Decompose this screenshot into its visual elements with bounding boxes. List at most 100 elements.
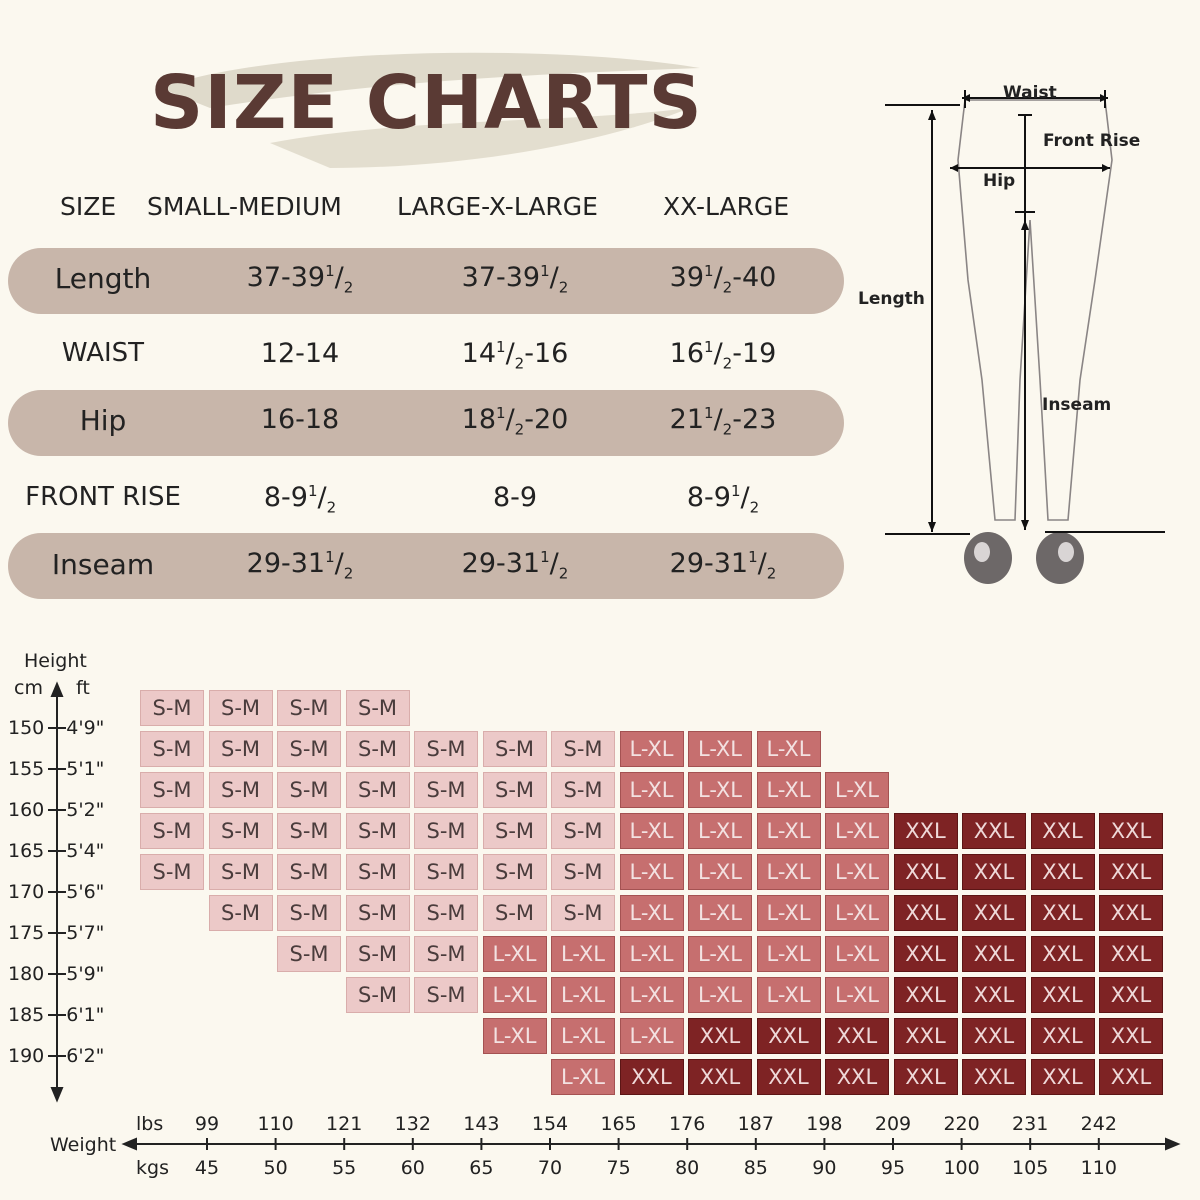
- size-cell-lxl: L-XL: [619, 772, 684, 808]
- weight-kgs-label: 65: [469, 1157, 494, 1179]
- size-cell-lxl: L-XL: [688, 772, 752, 808]
- table-cell: 181/2-20: [461, 404, 569, 439]
- header-large-x-large: LARGE-X-LARGE: [397, 192, 598, 221]
- height-ft: 6'2": [66, 1045, 105, 1067]
- weight-kgs-label: 75: [606, 1157, 631, 1179]
- height-tick-label: 155 5'1": [8, 758, 104, 780]
- size-cell-xxl: XXL: [1099, 854, 1163, 890]
- height-axis-title: Height: [24, 650, 87, 672]
- size-cell-sm: S-M: [414, 854, 478, 890]
- row-label: FRONT RISE: [25, 482, 181, 512]
- size-cell-xxl: XXL: [893, 895, 958, 931]
- size-cell-xxl: XXL: [1030, 936, 1095, 972]
- size-cell-xxl: XXL: [962, 936, 1026, 972]
- table-cell: 29-311/2: [461, 548, 569, 583]
- row-band-hip: [8, 390, 844, 456]
- size-cell-sm: S-M: [277, 731, 341, 767]
- size-cell-xxl: XXL: [1030, 1059, 1095, 1095]
- height-cm: 170: [8, 881, 45, 903]
- size-cell-sm: S-M: [208, 813, 273, 849]
- height-tick-label: 165 5'4": [8, 840, 104, 862]
- size-cell-xxl: XXL: [1099, 1059, 1163, 1095]
- row-label: Length: [54, 262, 152, 295]
- size-cell-sm: S-M: [140, 854, 204, 890]
- table-cell: 29-311/2: [246, 548, 354, 583]
- weight-kgs-label: 50: [263, 1157, 288, 1179]
- height-unit-cm: cm: [14, 677, 43, 699]
- size-cell-xxl: XXL: [893, 1018, 958, 1054]
- weight-unit-kgs: kgs: [136, 1157, 169, 1179]
- size-cell-xxl: XXL: [688, 1018, 752, 1054]
- height-ft: 4'9": [66, 717, 105, 739]
- size-cell-lxl: L-XL: [688, 813, 752, 849]
- leggings-diagram: [885, 90, 1165, 584]
- height-ft: 6'1": [66, 1004, 105, 1026]
- size-cell-lxl: L-XL: [825, 813, 889, 849]
- size-cell-lxl: L-XL: [756, 977, 821, 1013]
- size-cell-xxl: XXL: [619, 1059, 684, 1095]
- size-cell-sm: S-M: [414, 772, 478, 808]
- size-cell-xxl: XXL: [825, 1018, 889, 1054]
- size-cell-lxl: L-XL: [756, 936, 821, 972]
- weight-kgs-label: 70: [537, 1157, 563, 1179]
- size-cell-sm: S-M: [277, 895, 341, 931]
- size-cell-xxl: XXL: [962, 813, 1026, 849]
- height-unit-ft: ft: [76, 677, 90, 699]
- size-cell-sm: S-M: [345, 977, 410, 1013]
- weight-kgs-label: 90: [812, 1157, 837, 1179]
- size-cell-sm: S-M: [140, 690, 204, 726]
- size-cell-sm: S-M: [551, 772, 615, 808]
- table-cell: 141/2-16: [461, 338, 569, 373]
- size-cell-sm: S-M: [551, 895, 615, 931]
- size-cell-sm: S-M: [345, 936, 410, 972]
- height-ft: 5'1": [66, 758, 105, 780]
- height-cm: 165: [8, 840, 45, 862]
- weight-lbs-label: 209: [874, 1113, 912, 1135]
- size-cell-xxl: XXL: [756, 1059, 821, 1095]
- size-cell-sm: S-M: [140, 731, 204, 767]
- size-cell-xxl: XXL: [756, 1018, 821, 1054]
- table-cell: 16-18: [260, 404, 340, 435]
- header-xx-large: XX-LARGE: [663, 192, 790, 221]
- page-title: SIZE CHARTS: [150, 60, 703, 146]
- height-ft: 5'6": [66, 881, 105, 903]
- diagram-label-inseam: Inseam: [1042, 395, 1112, 415]
- table-cell: 8-9: [492, 482, 538, 513]
- size-cell-xxl: XXL: [893, 1059, 958, 1095]
- size-cell-lxl: L-XL: [551, 936, 615, 972]
- size-cell-sm: S-M: [482, 813, 547, 849]
- size-cell-sm: S-M: [551, 854, 615, 890]
- height-tick-label: 180 5'9": [8, 963, 104, 985]
- height-ft: 5'2": [66, 799, 105, 821]
- height-ft: 5'9": [66, 963, 105, 985]
- size-cell-lxl: L-XL: [756, 854, 821, 890]
- weight-axis-title: Weight: [50, 1134, 117, 1156]
- row-label: WAIST: [61, 338, 145, 368]
- size-cell-lxl: L-XL: [825, 895, 889, 931]
- height-tick-label: 190 6'2": [8, 1045, 104, 1067]
- size-cell-xxl: XXL: [1099, 977, 1163, 1013]
- table-cell: 29-311/2: [669, 548, 777, 583]
- height-cm: 150: [8, 717, 45, 739]
- size-cell-sm: S-M: [208, 690, 273, 726]
- weight-kgs-label: 80: [675, 1157, 700, 1179]
- size-cell-sm: S-M: [140, 772, 204, 808]
- size-cell-sm: S-M: [482, 772, 547, 808]
- weight-kgs-label: 60: [400, 1157, 425, 1179]
- height-ft: 5'4": [66, 840, 105, 862]
- size-cell-lxl: L-XL: [619, 854, 684, 890]
- size-cell-lxl: L-XL: [551, 1018, 615, 1054]
- table-cell: 37-391/2: [461, 262, 569, 297]
- size-cell-lxl: L-XL: [619, 1018, 684, 1054]
- diagram-label-waist: Waist: [1003, 83, 1057, 103]
- size-cell-lxl: L-XL: [551, 977, 615, 1013]
- header-size: SIZE: [60, 192, 117, 221]
- size-cell-xxl: XXL: [1030, 895, 1095, 931]
- weight-lbs-label: 99: [194, 1113, 220, 1135]
- size-cell-sm: S-M: [277, 854, 341, 890]
- size-cell-xxl: XXL: [1030, 1018, 1095, 1054]
- size-cell-sm: S-M: [277, 813, 341, 849]
- size-cell-sm: S-M: [482, 895, 547, 931]
- size-cell-sm: S-M: [208, 854, 273, 890]
- size-cell-lxl: L-XL: [825, 977, 889, 1013]
